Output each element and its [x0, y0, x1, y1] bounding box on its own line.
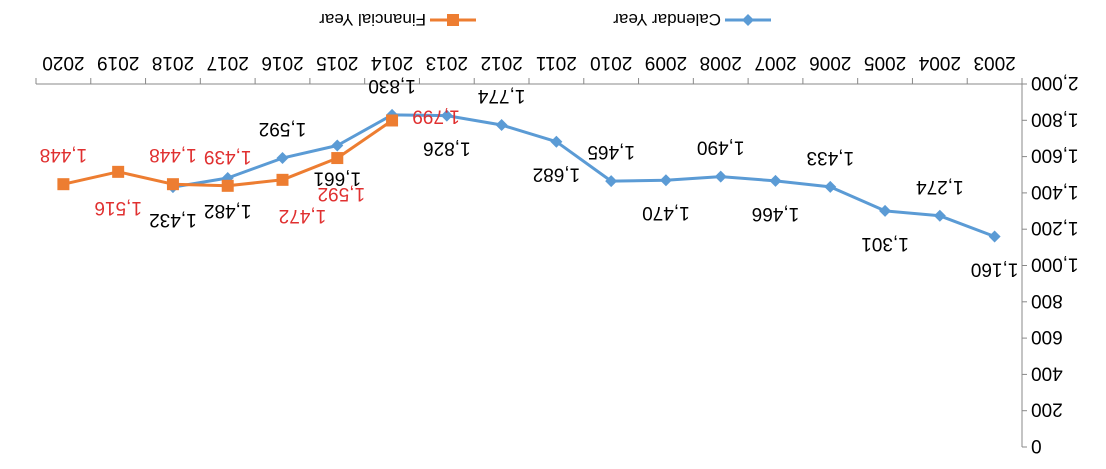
y-tick-label: 600	[1031, 326, 1063, 347]
x-tick-label: 2014	[370, 52, 413, 73]
calendar-year-data-label: 1,490	[697, 137, 745, 158]
x-tick-label: 2020	[42, 52, 84, 73]
x-tick-label: 2003	[973, 52, 1015, 73]
financial-year-point	[276, 173, 289, 186]
financial-year-data-label: 1,439	[204, 146, 252, 167]
x-tick-label: 2004	[918, 52, 961, 73]
calendar-year-data-label: 1,465	[587, 141, 635, 162]
financial-year-data-label: 1,448	[40, 144, 88, 165]
financial-year-point	[166, 178, 179, 191]
calendar-year-data-label: 1,470	[642, 202, 690, 223]
calendar-year-point	[769, 174, 782, 187]
legend-financial-year-label: Financial Year	[319, 10, 426, 29]
y-tick-label: 1,200	[1031, 217, 1079, 238]
calendar-year-data-label: 1,482	[204, 200, 252, 221]
legend-calendar-year-marker	[742, 14, 754, 26]
calendar-year-point	[440, 109, 453, 122]
y-tick-label: 1,800	[1031, 108, 1079, 129]
x-tick-label: 2006	[809, 52, 851, 73]
x-tick-label: 2013	[426, 52, 468, 73]
calendar-year-point	[714, 170, 727, 183]
calendar-year-point	[933, 209, 946, 222]
calendar-year-point	[276, 152, 289, 165]
calendar-year-point	[659, 174, 672, 187]
financial-year-point	[112, 165, 125, 178]
calendar-year-point	[988, 230, 1001, 243]
calendar-year-data-label: 1,433	[807, 147, 855, 168]
financial-year-data-label: 1,799	[412, 105, 460, 126]
calendar-year-data-label: 1,661	[314, 168, 362, 189]
y-tick-label: 800	[1031, 290, 1063, 311]
x-tick-label: 2008	[700, 52, 742, 73]
y-tick-label: 0	[1031, 435, 1042, 456]
financial-year-point	[221, 179, 234, 192]
y-tick-label: 1,400	[1031, 181, 1079, 202]
financial-year-data-label: 1,448	[149, 144, 197, 165]
financial-year-data-label: 1,472	[279, 205, 327, 226]
y-tick-label: 200	[1031, 399, 1063, 420]
calendar-year-point	[879, 204, 892, 217]
calendar-year-data-label: 1,432	[149, 209, 197, 230]
x-tick-label: 2019	[97, 52, 139, 73]
calendar-year-point	[824, 180, 837, 193]
x-tick-label: 2018	[152, 52, 194, 73]
financial-year-point	[386, 114, 399, 127]
x-tick-label: 2012	[480, 52, 522, 73]
y-tick-label: 1,000	[1031, 254, 1079, 275]
calendar-year-data-label: 1,774	[477, 85, 525, 106]
series-line-calendar-year	[172, 113, 996, 238]
calendar-year-point	[550, 135, 563, 148]
calendar-year-data-label: 1,160	[971, 258, 1019, 279]
x-tick-label: 2017	[207, 52, 249, 73]
x-tick-label: 2010	[590, 52, 632, 73]
calendar-year-data-label: 1,682	[533, 164, 581, 185]
financial-year-point	[57, 178, 70, 191]
x-tick-label: 2005	[864, 52, 906, 73]
x-tick-label: 2007	[754, 52, 796, 73]
financial-year-data-label: 1,516	[94, 197, 142, 218]
y-tick-label: 1,600	[1031, 145, 1079, 166]
calendar-year-point	[605, 175, 618, 188]
calendar-year-point	[495, 119, 508, 132]
legend-financial-year-marker	[447, 14, 459, 26]
y-tick-label: 2,000	[1031, 72, 1079, 93]
calendar-year-data-label: 1,826	[423, 138, 471, 159]
calendar-year-data-label: 1,274	[916, 176, 964, 197]
calendar-year-point	[331, 139, 344, 152]
y-tick-label: 400	[1031, 362, 1063, 383]
x-tick-label: 2009	[645, 52, 687, 73]
financial-year-data-label: 1,592	[318, 183, 366, 204]
calendar-year-data-label: 1,830	[368, 75, 416, 96]
calendar-year-data-label: 1,301	[861, 233, 909, 254]
legend-calendar-year-label: Calendar Year	[613, 10, 721, 29]
x-tick-label: 2015	[316, 52, 358, 73]
calendar-year-data-label: 1,592	[259, 118, 307, 139]
x-tick-label: 2016	[261, 52, 303, 73]
x-tick-label: 2011	[536, 52, 577, 73]
financial-year-point	[331, 152, 344, 165]
calendar-year-data-label: 1,466	[752, 203, 800, 224]
